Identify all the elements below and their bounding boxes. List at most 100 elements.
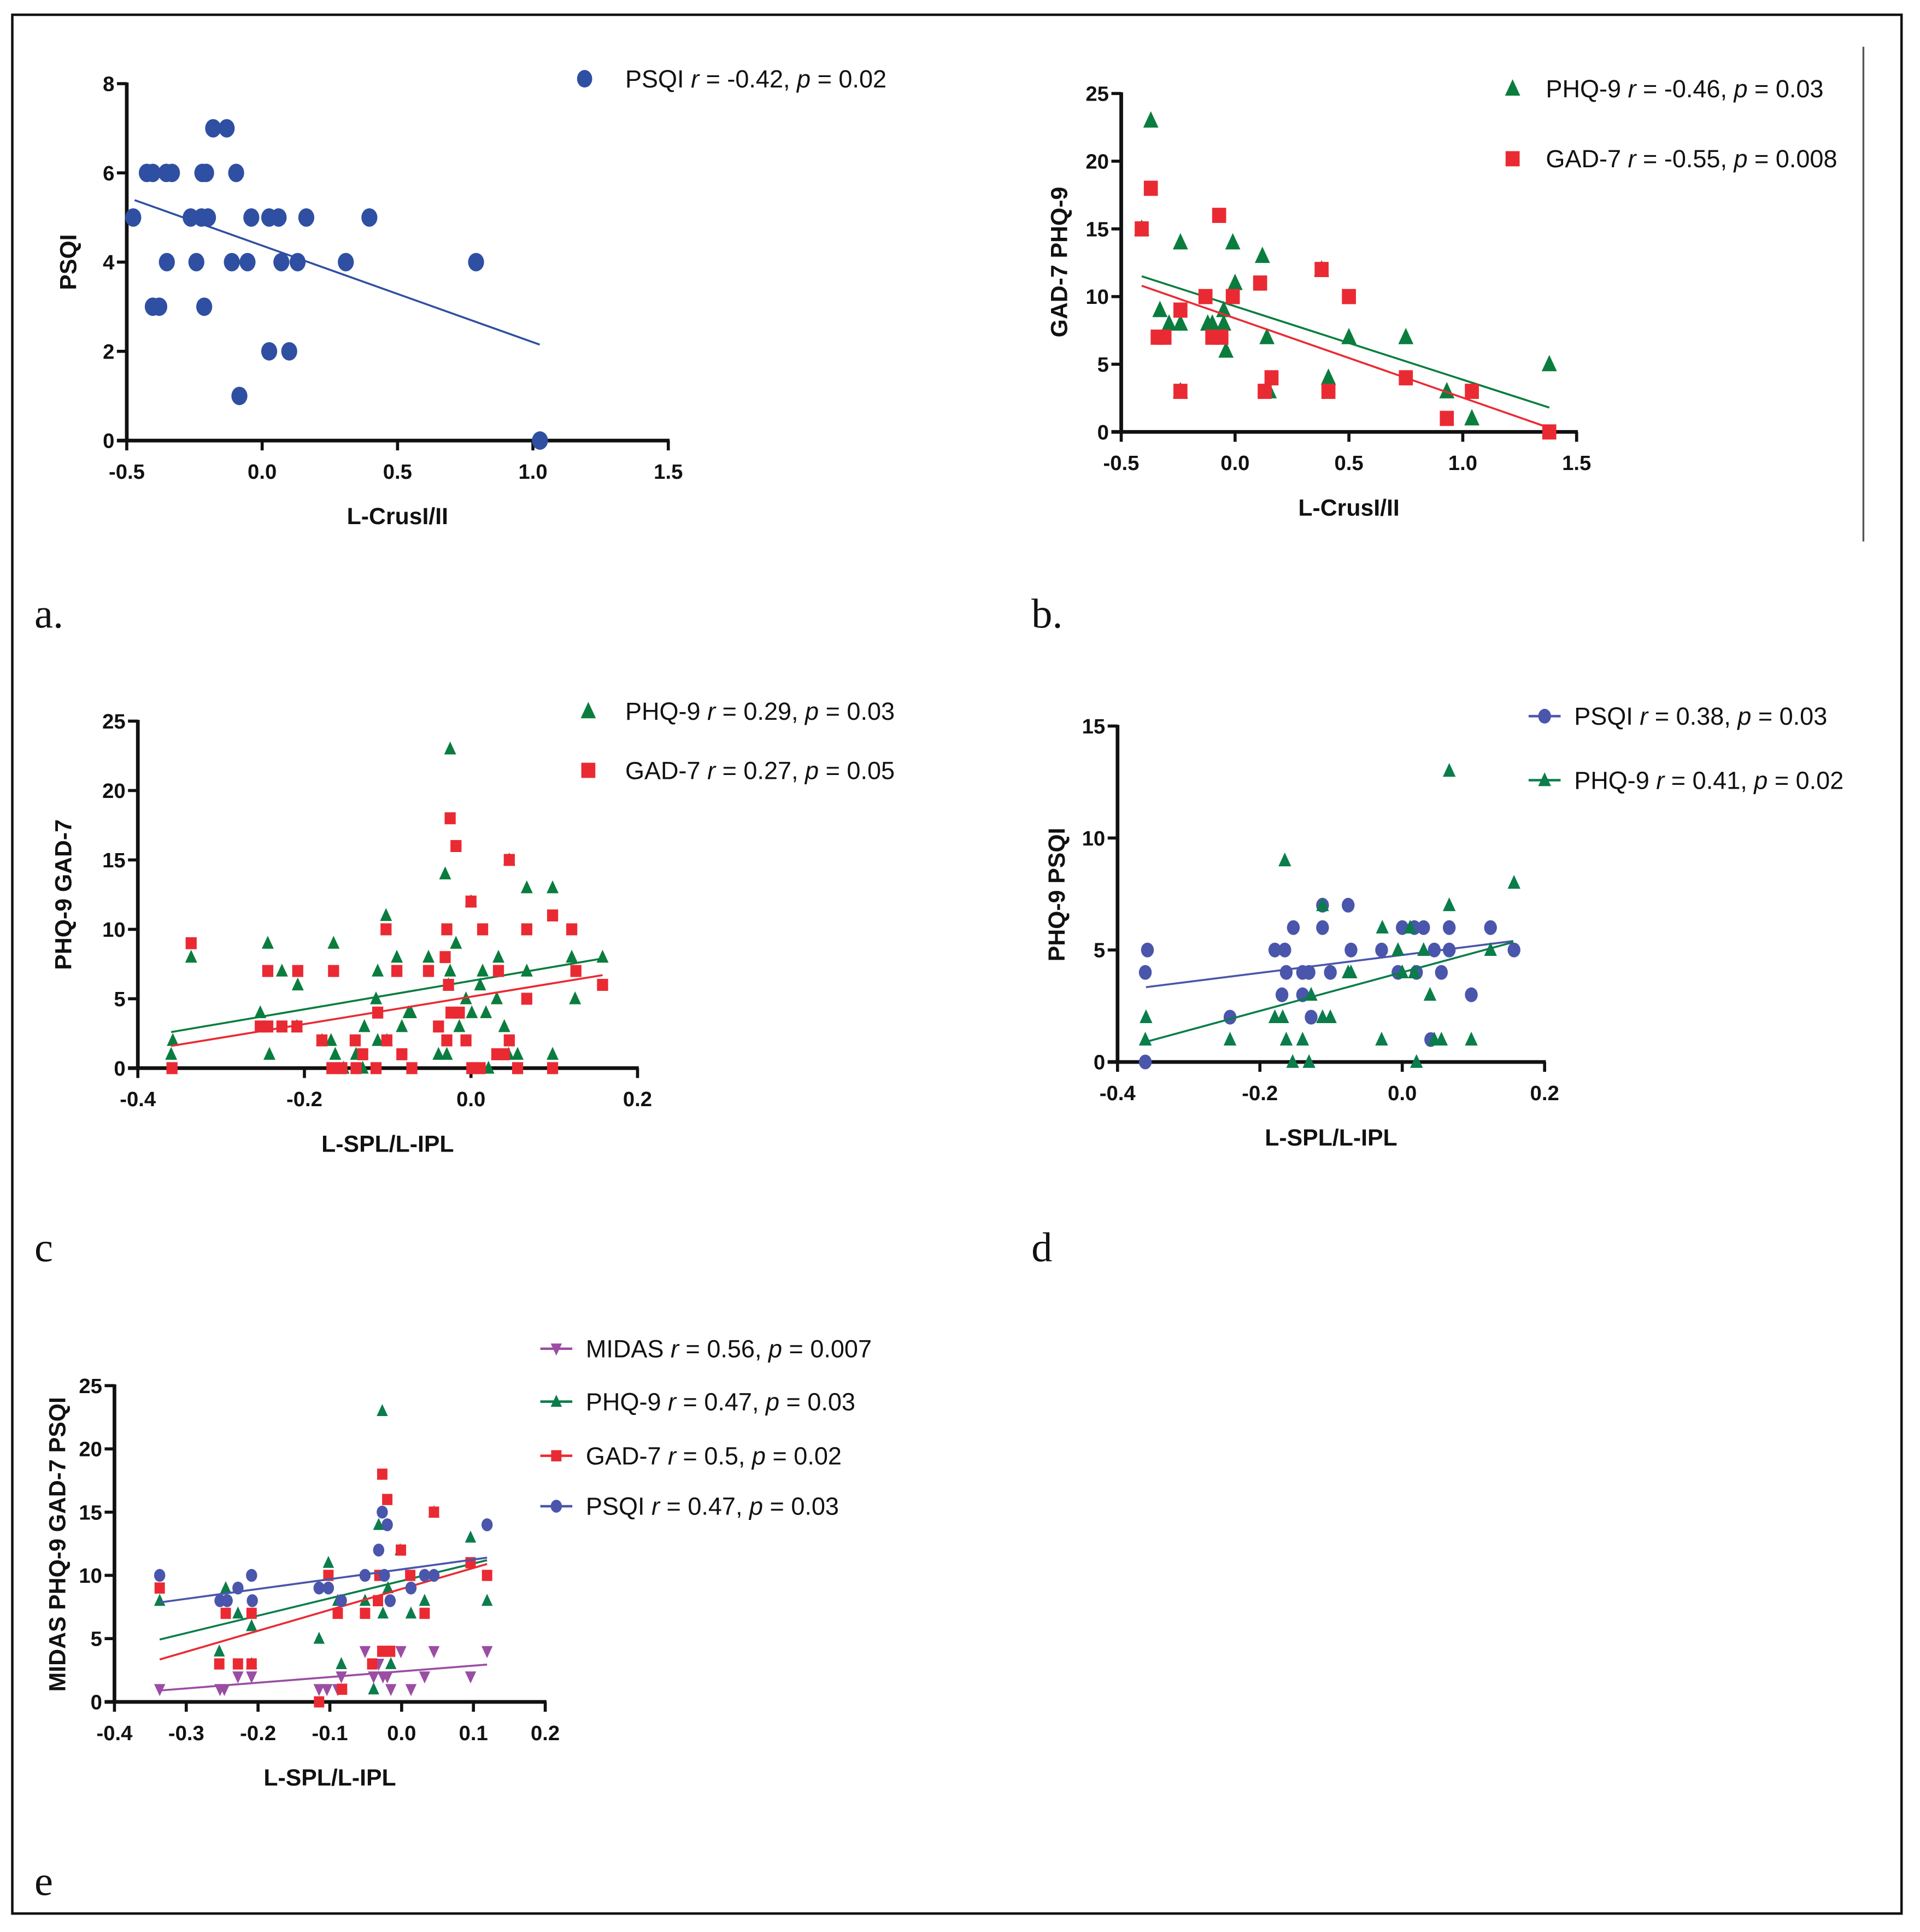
- legend-text-part: 0.008: [1776, 145, 1837, 173]
- data-point: [1435, 1031, 1448, 1046]
- legend-text-part: ,: [1740, 766, 1754, 794]
- x-tick-label: 1.0: [1448, 451, 1477, 475]
- data-point: [336, 1657, 347, 1669]
- data-point: [385, 1684, 397, 1696]
- data-point: [481, 1646, 493, 1658]
- legend-text-part: 0.41: [1693, 766, 1741, 794]
- data-point: [1324, 1009, 1337, 1023]
- x-tick-label: 1.5: [654, 460, 683, 484]
- data-point: [359, 1569, 371, 1582]
- y-tick-label: 4: [103, 251, 115, 274]
- data-point: [332, 1607, 343, 1619]
- data-point: [503, 1034, 515, 1047]
- legend-text-part: MIDAS: [586, 1335, 664, 1363]
- data-point: [246, 1607, 257, 1619]
- data-point: [432, 1047, 445, 1060]
- y-axis-title: PHQ-9 GAD-7: [51, 819, 77, 970]
- data-point: [419, 1594, 431, 1606]
- x-tick-label: 0.2: [531, 1722, 560, 1745]
- data-point: [1442, 762, 1456, 777]
- data-point: [275, 964, 288, 977]
- data-point: [481, 1518, 493, 1531]
- data-point: [231, 386, 248, 406]
- y-tick-label: 0: [1097, 421, 1109, 444]
- legend-text-part: [701, 697, 708, 725]
- data-point: [466, 1062, 478, 1074]
- data-point: [292, 965, 303, 977]
- data-point: [232, 1658, 243, 1670]
- data-point: [220, 1581, 232, 1594]
- data-point: [450, 840, 462, 852]
- data-point: [243, 208, 260, 227]
- data-point: [263, 1047, 275, 1060]
- data-point: [167, 1033, 179, 1046]
- regression-line: [171, 957, 603, 1033]
- y-tick-label: 5: [1097, 353, 1109, 377]
- chart-panel-c: -0.4 -0.2 0.0 0.2 0 5 10 15 20 25 L-SPL/L-IPL PHQ-9…: [34, 697, 895, 1271]
- legend-text-part: 0.03: [847, 697, 895, 725]
- legend-label: PSQI r = -0.42, p = 0.02: [625, 65, 886, 93]
- data-point: [382, 1494, 393, 1505]
- data-point: [372, 1033, 384, 1046]
- y-tick-label: 10: [1082, 827, 1106, 850]
- data-point: [1302, 965, 1316, 980]
- legend-text-part: =: [819, 697, 847, 725]
- legend-text-part: -0.46: [1664, 75, 1721, 103]
- x-tick-label: 0.2: [623, 1088, 652, 1111]
- legend-text-part: 0.38: [1676, 702, 1724, 730]
- legend-label: GAD-7 r = 0.5, p = 0.02: [586, 1442, 842, 1470]
- data-point: [422, 949, 435, 963]
- data-point: [382, 1581, 394, 1594]
- data-point: [465, 895, 477, 908]
- data-point: [419, 1671, 431, 1684]
- data-point: [224, 252, 240, 272]
- legend-label: MIDAS r = 0.56, p = 0.007: [586, 1335, 872, 1363]
- x-axis-title: L-SPL/L-IPL: [1265, 1125, 1397, 1151]
- data-point: [314, 1696, 325, 1708]
- data-point: [1344, 942, 1358, 958]
- legend-text-part: r: [1628, 75, 1637, 103]
- data-point: [1205, 314, 1220, 331]
- data-point: [385, 1657, 397, 1669]
- x-axis-title: L-SPL/L-IPL: [321, 1131, 454, 1157]
- data-point: [158, 252, 175, 272]
- data-point: [1275, 987, 1289, 1002]
- legend-text-part: r: [707, 756, 717, 784]
- data-point: [1320, 368, 1336, 385]
- data-point: [1135, 221, 1149, 237]
- legend-text-part: p: [767, 1335, 782, 1363]
- panel-label: d: [1031, 1224, 1052, 1271]
- legend-text-part: p: [804, 756, 819, 784]
- legend-text-part: 0.03: [1780, 702, 1828, 730]
- data-point: [1342, 897, 1355, 913]
- data-point: [219, 119, 235, 138]
- data-point: [566, 923, 578, 936]
- y-tick-label: 2: [103, 340, 114, 363]
- x-tick-label: -0.2: [286, 1088, 322, 1111]
- data-point: [396, 1019, 408, 1032]
- x-tick-label: 0.5: [1335, 451, 1364, 475]
- x-axis-title: L-SPL/L-IPL: [263, 1765, 396, 1791]
- legend-label: GAD-7 r = 0.27, p = 0.05: [625, 756, 895, 784]
- data-point: [219, 1684, 230, 1696]
- data-point: [1173, 384, 1188, 399]
- data-point: [1138, 965, 1152, 980]
- y-tick-label: 25: [79, 1375, 102, 1398]
- x-tick-label: 0.0: [248, 460, 277, 484]
- data-point: [377, 1505, 388, 1519]
- data-point: [450, 936, 462, 949]
- legend-text-part: r: [1640, 702, 1649, 730]
- y-tick-label: 20: [1085, 150, 1109, 173]
- legend-text-part: GAD-7: [586, 1442, 661, 1470]
- data-point: [239, 252, 256, 272]
- legend-marker: [1538, 708, 1551, 724]
- data-point: [125, 208, 142, 227]
- data-point: [380, 908, 392, 921]
- data-point: [532, 431, 548, 450]
- legend-text-part: =: [676, 1388, 704, 1416]
- y-tick-label: 6: [103, 162, 114, 185]
- data-point: [1464, 409, 1479, 426]
- data-point: [596, 949, 609, 963]
- y-tick-label: 20: [102, 779, 126, 803]
- data-point: [1161, 314, 1177, 331]
